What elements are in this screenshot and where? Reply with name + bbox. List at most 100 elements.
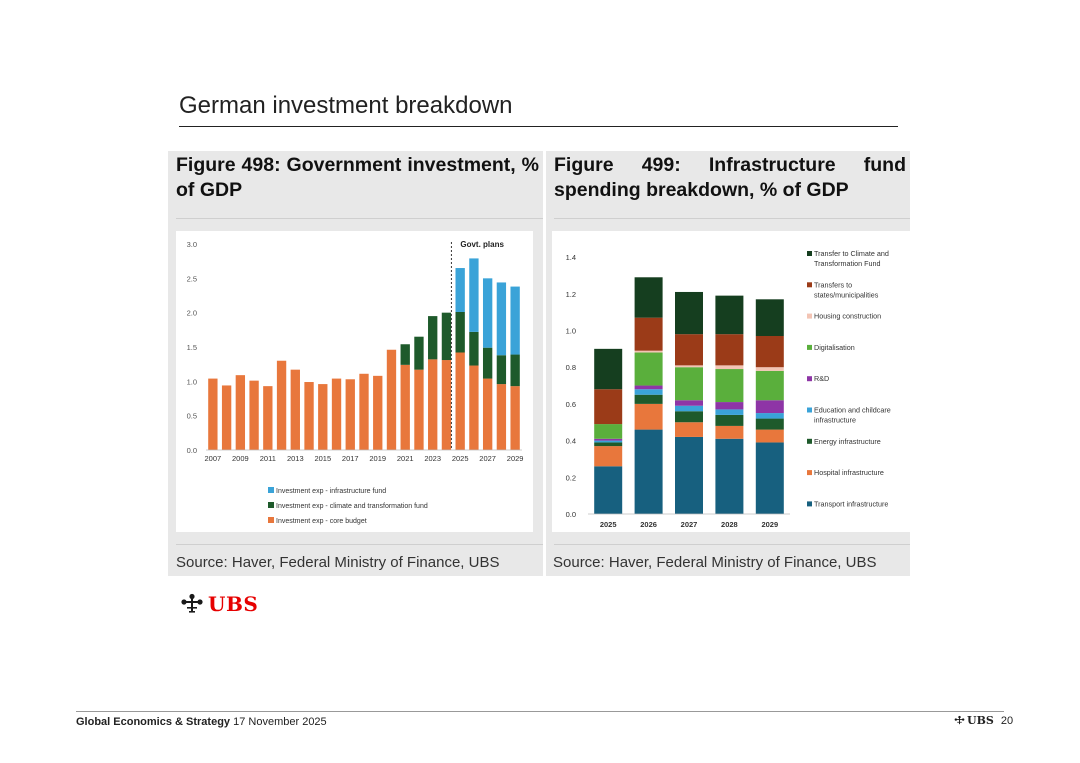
x-tick-label: 2017 — [342, 454, 359, 463]
title-rule — [179, 126, 898, 127]
bar-climate_fund-2026 — [634, 277, 663, 318]
bar-energy-2026 — [634, 394, 663, 404]
y-tick-label: 2.0 — [187, 309, 197, 318]
x-tick-label: 2027 — [681, 520, 698, 529]
x-tick-label: 2021 — [397, 454, 414, 463]
bar-core-2017 — [345, 379, 355, 450]
y-tick-label: 3.0 — [187, 240, 197, 249]
bar-states-2027 — [675, 334, 703, 366]
bar-transport-2029 — [755, 442, 784, 514]
y-tick-label: 0.5 — [187, 412, 197, 421]
legend-label: R&D — [814, 374, 829, 383]
bar-education-2027 — [675, 405, 703, 412]
x-tick-label: 2029 — [507, 454, 524, 463]
bar-core-2019 — [373, 375, 383, 450]
bar-climate-2027 — [482, 347, 493, 379]
footer-brand-text: UBS — [967, 714, 994, 727]
bar-infra-2027 — [482, 278, 493, 348]
y-tick-label: 2.5 — [187, 274, 197, 283]
bar-core-2027 — [482, 378, 493, 450]
bar-core-2018 — [359, 373, 369, 450]
bar-states-2026 — [634, 317, 663, 351]
bar-hospital-2029 — [755, 429, 784, 443]
bar-digital-2028 — [715, 369, 744, 403]
x-tick-label: 2027 — [479, 454, 496, 463]
bar-infra-2029 — [510, 286, 520, 355]
bar-core-2015 — [318, 384, 328, 450]
y-tick-label: 0.0 — [566, 510, 576, 519]
bar-education-2029 — [755, 413, 784, 419]
legend-swatch-energy — [807, 438, 812, 444]
bar-core-2009 — [235, 375, 246, 450]
bar-core-2010 — [249, 380, 259, 450]
bar-core-2021 — [400, 364, 410, 450]
bar-climate_fund-2027 — [675, 291, 703, 335]
bar-states-2029 — [755, 336, 784, 368]
legend-label: Education and childcare infrastructure — [814, 406, 891, 425]
footer-ubs-keys-icon — [954, 715, 965, 725]
bar-climate-2029 — [510, 354, 520, 387]
legend-swatch-education — [807, 407, 812, 413]
footer-section: Global Economics & Strategy — [76, 716, 231, 728]
legend-swatch-infra — [268, 487, 274, 493]
bar-digital-2029 — [755, 370, 784, 401]
bar-core-2024 — [441, 360, 452, 450]
bar-core-2016 — [331, 378, 342, 450]
y-tick-label: 0.6 — [566, 400, 576, 409]
bar-education-2028 — [715, 409, 744, 415]
bar-rnd-2028 — [715, 402, 744, 410]
bar-core-2014 — [304, 382, 314, 450]
bar-housing-2026 — [634, 350, 663, 353]
footer-brand: UBS 20 — [954, 714, 1013, 727]
bar-digital-2025 — [594, 424, 623, 439]
footer-date: 17 November 2025 — [233, 716, 327, 728]
figure-499-source-rule — [554, 544, 910, 545]
figure-498-panel: Figure 498: Government investment, % of … — [168, 151, 543, 576]
legend-swatch-housing — [807, 313, 812, 319]
bar-climate_fund-2025 — [594, 348, 623, 390]
bar-transport-2027 — [675, 436, 703, 514]
figure-498-source-rule — [176, 544, 543, 545]
legend-label: Digitalisation — [814, 343, 855, 352]
ubs-logo-text: UBS — [208, 592, 259, 616]
bar-rnd-2027 — [675, 400, 703, 406]
legend-swatch-climate_fund — [807, 251, 812, 256]
bar-climate-2028 — [496, 355, 507, 385]
bar-core-2011 — [263, 386, 273, 450]
bar-infra-2026 — [469, 258, 479, 332]
x-tick-label: 2013 — [287, 454, 304, 463]
bar-education-2025 — [594, 440, 623, 443]
legend-label: Investment exp - climate and transformat… — [276, 503, 428, 510]
figure-499-source: Source: Haver, Federal Ministry of Finan… — [553, 554, 877, 571]
footer-info: Global Economics & Strategy 17 November … — [76, 716, 327, 728]
y-tick-label: 1.4 — [566, 253, 576, 262]
bar-hospital-2025 — [594, 446, 623, 467]
bar-climate_fund-2029 — [755, 299, 784, 337]
x-tick-label: 2025 — [452, 454, 469, 463]
government-investment-chart: 0.0 0.5 1.0 1.5 2.0 2.5 3.0 2007 2009 2011 2013 201… — [187, 240, 524, 525]
footer-page-number: 20 — [1000, 714, 1014, 727]
bar-core-2028 — [496, 384, 507, 450]
figure-498-title: Figure 498: Government investment, % of … — [176, 154, 539, 201]
bar-climate-2025 — [455, 311, 465, 353]
bar-energy-2028 — [715, 414, 744, 426]
figure-498-title-rule — [176, 218, 543, 219]
legend-label: Investment exp - infrastructure fund — [276, 488, 386, 495]
figure-498-chart-area: 0.0 0.5 1.0 1.5 2.0 2.5 3.0 2007 2009 2011 2013 201… — [176, 231, 533, 532]
legend-swatch-core — [268, 517, 274, 523]
infrastructure-fund-chart: 0.0 0.2 0.4 0.6 0.8 1.0 1.2 1.4 2025 2026 2027 2028… — [566, 249, 891, 529]
figure-499-chart-area: 0.0 0.2 0.4 0.6 0.8 1.0 1.2 1.4 2025 2026 2027 2028… — [552, 231, 910, 532]
y-tick-label: 0.2 — [566, 473, 576, 482]
x-tick-label: 2025 — [600, 520, 617, 529]
bar-climate-2021 — [400, 344, 410, 365]
x-tick-label: 2015 — [314, 454, 331, 463]
bar-core-2012 — [276, 360, 287, 450]
x-tick-label: 2028 — [721, 520, 738, 529]
page-title: German investment breakdown — [179, 92, 513, 119]
bar-energy-2029 — [755, 418, 784, 430]
x-tick-label: 2011 — [260, 454, 276, 463]
bar-core-2029 — [510, 386, 520, 450]
bar-core-2023 — [428, 359, 438, 450]
bar-climate-2022 — [414, 336, 424, 370]
bar-transport-2026 — [634, 429, 663, 514]
